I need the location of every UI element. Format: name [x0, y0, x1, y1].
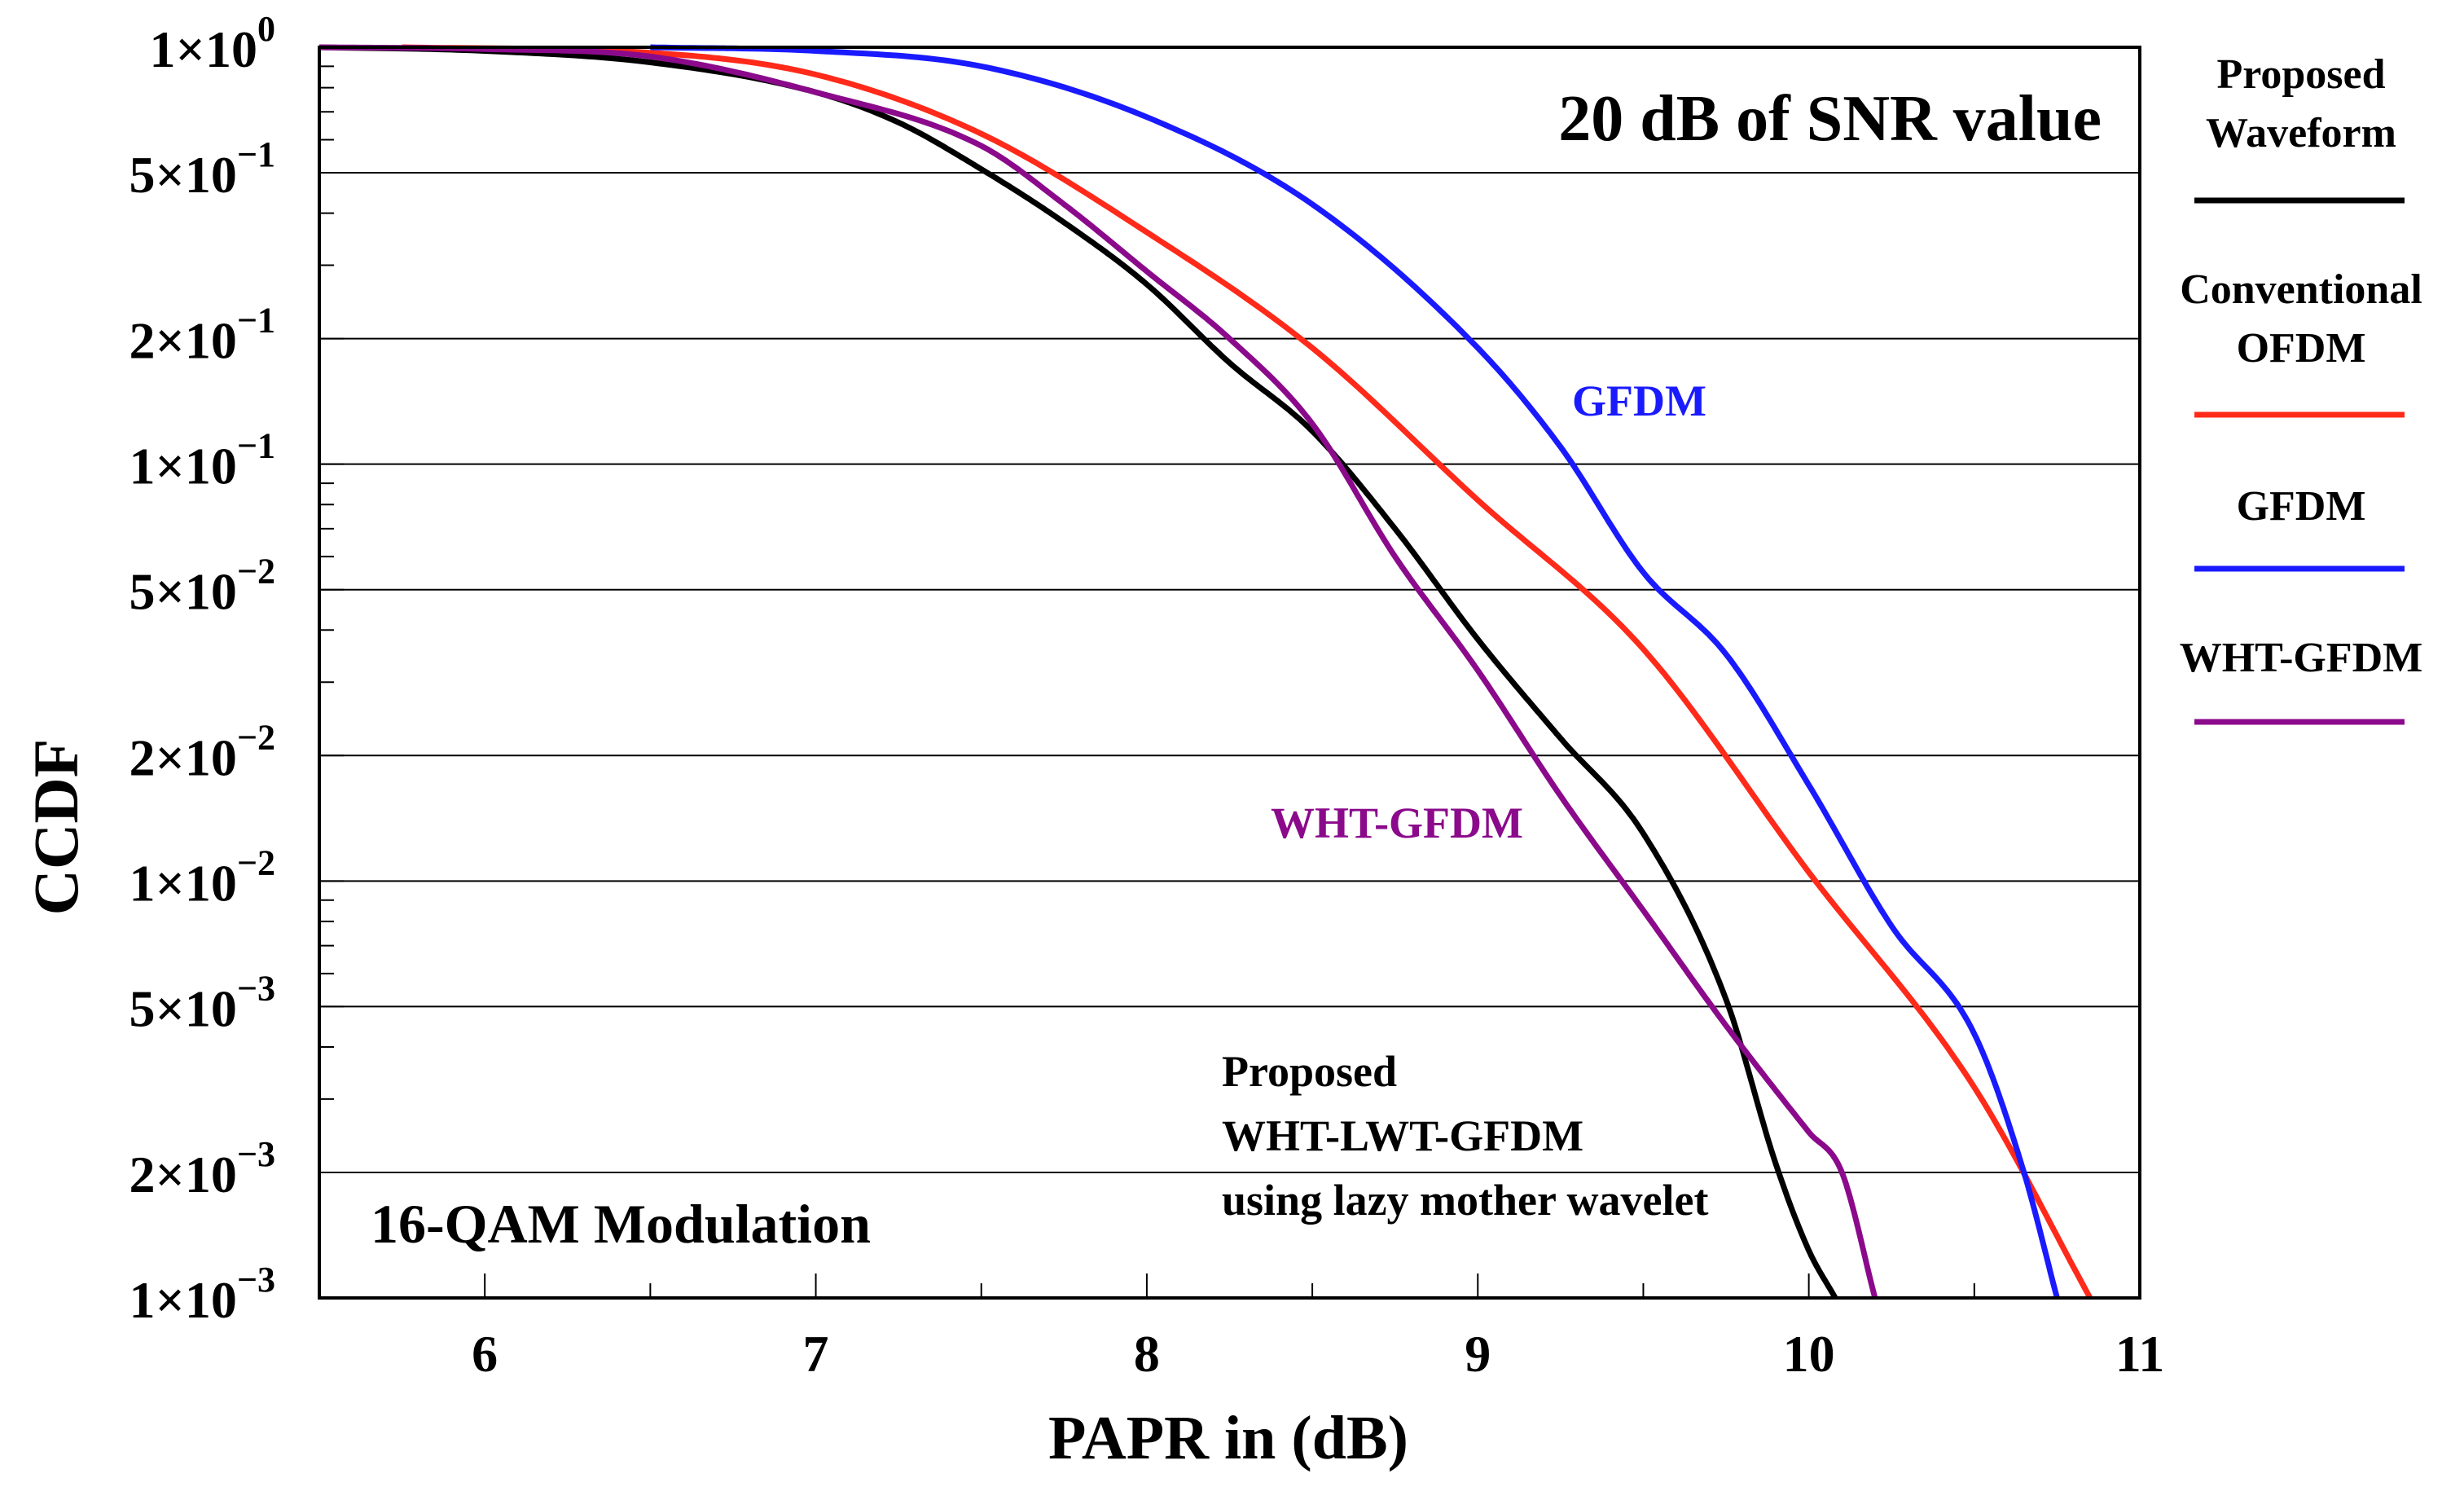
x-axis-label: PAPR in (dB) — [1048, 1404, 1408, 1472]
series-line-proposed-waveform — [318, 44, 1838, 1300]
y-tick-label: 5×10−2 — [129, 552, 275, 621]
series-line-gfdm — [650, 44, 2060, 1299]
legend: Proposed Waveform Conventional OFDM GFDM WHT-… — [2180, 51, 2423, 725]
plot-frame — [318, 46, 2141, 1300]
annotation-proposed-line1: Proposed — [1222, 1047, 1397, 1096]
legend-label: OFDM — [2237, 325, 2366, 372]
y-axis-label: CCDF — [20, 739, 91, 916]
annotation-gfdm: GFDM — [1572, 376, 1706, 425]
series-line-wht-gfdm — [318, 44, 1878, 1299]
x-tick-label: 11 — [2115, 1325, 2164, 1383]
y-tick-label: 2×10−3 — [129, 1134, 275, 1203]
y-tick-label: 1×100 — [150, 9, 275, 78]
legend-label: Proposed — [2216, 51, 2385, 98]
annotation-modulation: 16-QAM Modulation — [371, 1193, 871, 1255]
y-tick-label: 1×10−3 — [129, 1260, 275, 1329]
y-tick-label: 2×10−1 — [129, 301, 275, 370]
y-tick-label: 5×10−3 — [129, 968, 275, 1037]
legend-label: Conventional — [2180, 266, 2422, 313]
x-tick-label: 10 — [1783, 1325, 1835, 1383]
x-tick-label: 9 — [1465, 1325, 1491, 1383]
annotation-proposed-line3: using lazy mother wavelet — [1222, 1176, 1708, 1225]
legend-label: GFDM — [2237, 483, 2366, 530]
tick-labels: 1×100 5×10−1 2×10−1 1×10−1 5×10−2 2×10−2 1×10−… — [129, 9, 2164, 1383]
y-tick-label: 1×10−1 — [129, 426, 275, 495]
y-tick-label: 1×10−2 — [129, 842, 275, 912]
grid-lines — [319, 46, 2140, 1299]
series-lines — [318, 44, 2093, 1300]
series-line-conventional-ofdm — [402, 44, 2093, 1300]
y-tick-label: 2×10−2 — [129, 717, 275, 786]
legend-label: Waveform — [2206, 110, 2396, 156]
annotation-wht-gfdm: WHT-GFDM — [1271, 798, 1523, 847]
x-tick-label: 8 — [1134, 1325, 1160, 1383]
x-tick-label: 6 — [472, 1325, 498, 1383]
annotation-proposed-line2: WHT-LWT-GFDM — [1222, 1111, 1583, 1160]
y-tick-label: 5×10−1 — [129, 134, 275, 204]
legend-label: WHT-GFDM — [2180, 635, 2423, 681]
x-tick-label: 7 — [803, 1325, 829, 1383]
chart-title: 20 dB of SNR value — [1558, 83, 2102, 155]
